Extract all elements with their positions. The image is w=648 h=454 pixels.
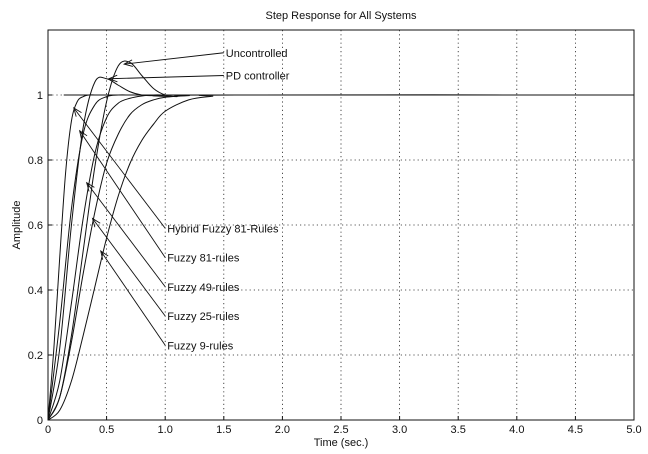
x-tick-label: 0.5 (99, 424, 114, 436)
x-tick-label: 0 (45, 424, 51, 436)
x-tick-label: 3.5 (451, 424, 466, 436)
annotation-label: Fuzzy 9-rules (167, 340, 234, 352)
series-line-fuzzy-9-rules (47, 94, 635, 421)
y-tick-label: 1 (37, 90, 43, 102)
x-tick-label: 2.5 (333, 424, 348, 436)
annotation-label: Hybrid Fuzzy 81-Rules (167, 223, 279, 235)
y-tick-label: 0.2 (28, 350, 43, 362)
annotation-arrowhead (107, 74, 118, 83)
series-layer (47, 60, 635, 421)
annotation-label: Uncontrolled (226, 48, 288, 60)
annotation-arrowhead (85, 181, 95, 192)
annotation-arrow-line (79, 130, 166, 258)
annotation-label: Fuzzy 49-rules (167, 282, 240, 294)
annotation-arrow-line (92, 218, 166, 317)
x-tick-label: 2.0 (275, 424, 290, 436)
annotation-label: Fuzzy 81-rules (167, 253, 240, 265)
annotation-arrow-line (100, 250, 166, 346)
annotation-arrowhead (122, 59, 133, 67)
annotation-uncontrolled: Uncontrolled (122, 48, 288, 67)
y-tick-label: 0.4 (28, 285, 43, 297)
plot-frame (47, 29, 635, 421)
annotation-label: Fuzzy 25-rules (167, 311, 240, 323)
annotation-arrow-line (86, 182, 166, 288)
x-tick-label: 5.0 (626, 424, 641, 436)
annotation-arrowhead (78, 129, 88, 140)
x-tick-label: 1.0 (158, 424, 173, 436)
chart-title: Step Response for All Systems (265, 10, 417, 22)
annotation-arrowhead (73, 107, 82, 117)
annotation-fuzzy-81-rules: Fuzzy 81-rules (78, 129, 240, 265)
annotation-layer: Uncontrolled PD controller Hybrid Fuzzy 81… (73, 48, 290, 352)
x-tick-label: 1.5 (216, 424, 231, 436)
y-tick-label: 0.6 (28, 220, 43, 232)
tick-layer: 0 0.5 1.0 1.5 2.0 2.5 3.0 3.5 4.0 4.5 5.0 0 0.2 0.4 0.… (28, 90, 642, 436)
annotation-fuzzy-49-rules: Fuzzy 49-rules (85, 181, 240, 294)
grid-layer (48, 30, 634, 420)
x-tick-label: 4.0 (509, 424, 524, 436)
annotation-arrowhead (100, 249, 109, 260)
annotation-arrow-line (108, 75, 224, 80)
y-tick-label: 0.8 (28, 155, 43, 167)
annotation-pd-controller: PD controller (107, 71, 290, 83)
x-axis-title: Time (sec.) (314, 437, 369, 449)
annotation-hybrid-fuzzy-81-rules: Hybrid Fuzzy 81-Rules (73, 107, 279, 235)
y-tick-label: 0 (37, 415, 43, 427)
x-tick-label: 4.5 (568, 424, 583, 436)
annotation-arrow-line (73, 107, 166, 229)
annotation-arrowhead (91, 217, 101, 228)
y-axis-title: Amplitude (11, 201, 23, 250)
annotation-label: PD controller (226, 71, 290, 83)
annotation-fuzzy-25-rules: Fuzzy 25-rules (91, 217, 240, 323)
annotation-fuzzy-9-rules: Fuzzy 9-rules (100, 249, 234, 352)
annotation-arrow-line (124, 52, 224, 65)
x-tick-label: 3.0 (392, 424, 407, 436)
